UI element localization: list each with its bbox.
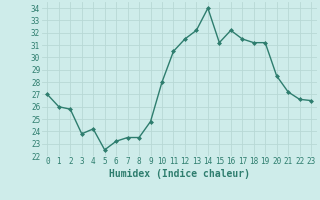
X-axis label: Humidex (Indice chaleur): Humidex (Indice chaleur)	[109, 169, 250, 179]
